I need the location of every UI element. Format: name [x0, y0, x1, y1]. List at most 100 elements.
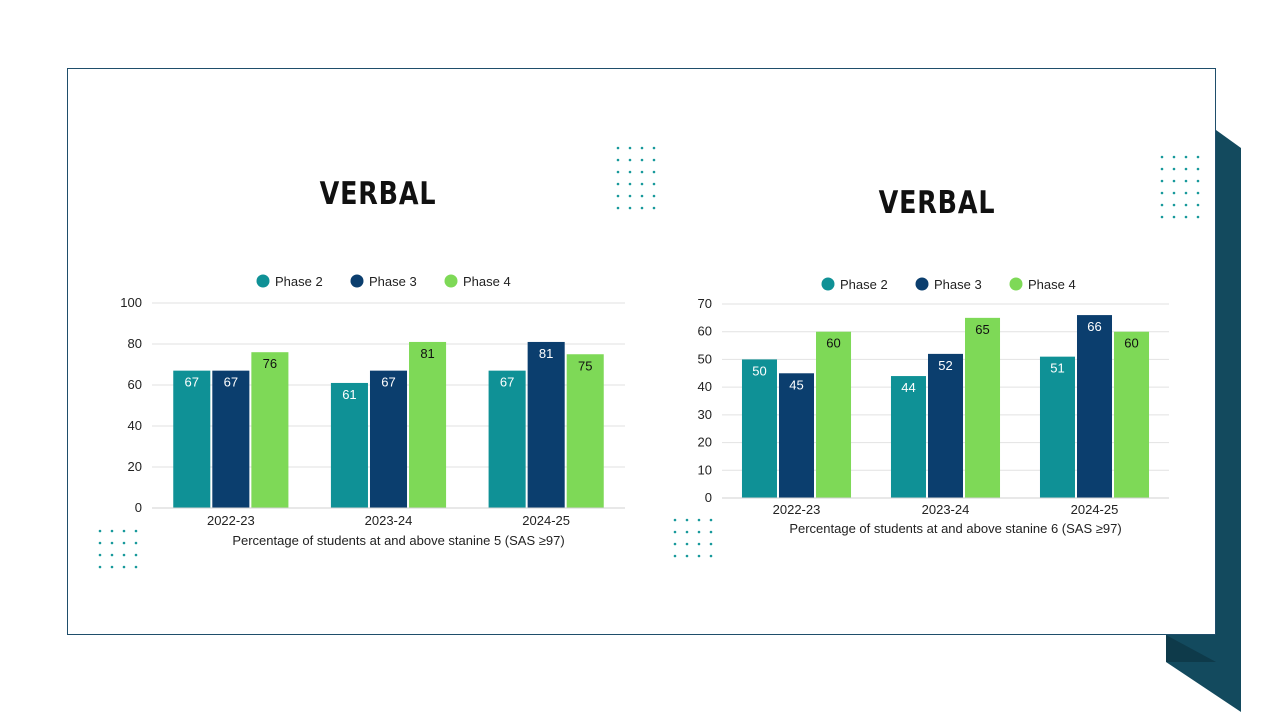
decor-dot: [98, 529, 102, 533]
decor-dot: [1184, 203, 1188, 207]
decor-dot: [616, 170, 620, 174]
decor-dot: [1160, 191, 1164, 195]
decor-dot: [628, 182, 632, 186]
data-label: 50: [752, 363, 766, 378]
decor-dot: [673, 530, 677, 534]
y-tick-label: 60: [128, 377, 142, 392]
decor-dot: [652, 194, 656, 198]
decor-dot: [673, 554, 677, 558]
decor-dot: [673, 542, 677, 546]
data-label: 44: [901, 380, 915, 395]
data-label: 67: [500, 375, 514, 390]
bar-phase-3-2023-24: [927, 353, 964, 498]
dot-grid-decoration: [98, 529, 138, 569]
data-label: 45: [789, 377, 803, 392]
bar-phase-3-2024-25: [1076, 315, 1113, 498]
bar-phase-2-2024-25: [488, 370, 526, 508]
decor-dot: [616, 158, 620, 162]
y-tick-label: 40: [698, 379, 712, 394]
bar-phase-4-2024-25: [566, 354, 604, 508]
decor-dot: [616, 206, 620, 210]
legend-label: Phase 4: [463, 274, 511, 289]
decor-dot: [628, 206, 632, 210]
legend-swatch: [1009, 277, 1023, 291]
bar-phase-2-2022-23: [173, 370, 211, 508]
bar-phase-3-2024-25: [527, 341, 565, 508]
decor-dot: [628, 146, 632, 150]
data-label: 75: [578, 358, 592, 373]
bar-phase-4-2023-24: [409, 341, 447, 508]
x-category-label: 2022-23: [207, 513, 255, 528]
data-label: 67: [185, 375, 199, 390]
decor-dot: [134, 565, 138, 569]
decor-dot: [1184, 155, 1188, 159]
decor-dot: [1196, 179, 1200, 183]
y-tick-label: 10: [698, 462, 712, 477]
slide-frame: [67, 68, 1216, 635]
x-axis-title: Percentage of students at and above stan…: [232, 533, 564, 548]
decor-dot: [652, 158, 656, 162]
y-tick-label: 0: [135, 500, 142, 515]
decor-dot: [652, 206, 656, 210]
decor-dot: [98, 565, 102, 569]
data-label: 66: [1087, 319, 1101, 334]
decor-dot: [1196, 155, 1200, 159]
data-label: 61: [342, 387, 356, 402]
data-label: 60: [826, 336, 840, 351]
y-tick-label: 20: [128, 459, 142, 474]
x-category-label: 2024-25: [1071, 502, 1119, 517]
y-tick-label: 50: [698, 351, 712, 366]
decor-dot: [110, 565, 114, 569]
bar-phase-3-2022-23: [778, 373, 815, 498]
decor-dot: [122, 529, 126, 533]
decor-dot: [1184, 179, 1188, 183]
y-tick-label: 100: [120, 295, 142, 310]
decor-dot: [697, 518, 701, 522]
legend-label: Phase 2: [840, 277, 888, 292]
data-label: 76: [263, 356, 277, 371]
x-category-label: 2024-25: [522, 513, 570, 528]
decor-dot: [640, 206, 644, 210]
legend-label: Phase 3: [934, 277, 982, 292]
bar-phase-2-2023-24: [330, 382, 368, 508]
decor-dot: [652, 182, 656, 186]
decor-dot: [697, 530, 701, 534]
legend-swatch: [821, 277, 835, 291]
decor-dot: [1196, 203, 1200, 207]
bar-phase-3-2023-24: [369, 370, 408, 508]
decor-dot: [110, 529, 114, 533]
decor-dot: [98, 541, 102, 545]
decor-dot: [134, 529, 138, 533]
bar-phase-2-2024-25: [1039, 356, 1075, 498]
data-label: 52: [938, 358, 952, 373]
decor-dot: [1172, 215, 1176, 219]
legend-swatch: [444, 274, 458, 288]
decor-dot: [697, 542, 701, 546]
bar-phase-4-2024-25: [1114, 331, 1150, 498]
y-tick-label: 0: [705, 490, 712, 505]
decor-dot: [1172, 179, 1176, 183]
decor-dot: [1172, 191, 1176, 195]
bar-phase-2-2023-24: [890, 376, 926, 498]
y-tick-label: 70: [698, 296, 712, 311]
bar-phase-4-2022-23: [251, 352, 289, 508]
decor-dot: [709, 518, 713, 522]
bar-phase-3-2022-23: [212, 370, 250, 508]
decor-dot: [673, 518, 677, 522]
dot-grid-decoration: [673, 518, 713, 558]
chart-2-title: VERBAL: [878, 185, 996, 221]
decor-dot: [685, 554, 689, 558]
decor-dot: [652, 170, 656, 174]
data-label: 67: [381, 375, 395, 390]
decor-dot: [1172, 203, 1176, 207]
y-tick-label: 60: [698, 324, 712, 339]
chart-1-title: VERBAL: [319, 176, 437, 212]
data-label: 51: [1050, 361, 1064, 376]
decor-dot: [640, 170, 644, 174]
decor-dot: [628, 170, 632, 174]
bar-phase-4-2022-23: [816, 331, 852, 498]
decor-dot: [1184, 215, 1188, 219]
legend-label: Phase 2: [275, 274, 323, 289]
decor-dot: [98, 553, 102, 557]
